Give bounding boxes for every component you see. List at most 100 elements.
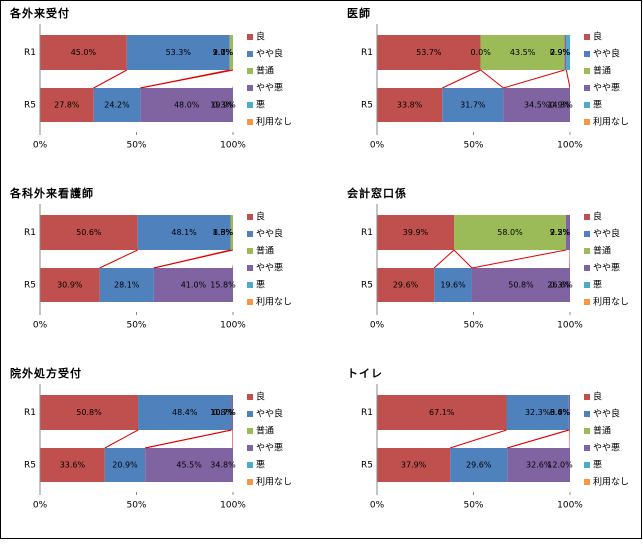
legend-swatch — [584, 85, 590, 91]
legend-label: やや良 — [593, 48, 620, 60]
legend-label: やや悪 — [593, 443, 620, 454]
bar-segment — [377, 215, 455, 250]
data-label: 34.5% — [524, 101, 550, 110]
bar-segment — [153, 268, 233, 302]
x-tick-label: 100% — [220, 501, 246, 511]
x-tick-label: 50% — [126, 321, 146, 331]
bar-segment — [40, 268, 100, 302]
legend-swatch — [584, 102, 590, 108]
legend-swatch — [584, 265, 590, 271]
chart-title: 各科外来看護師 — [9, 186, 94, 200]
data-label: 29.6% — [466, 461, 492, 470]
legend-label: やや良 — [593, 408, 620, 420]
plot — [377, 395, 570, 482]
legend-swatch — [247, 479, 253, 485]
data-label: 0.9% — [550, 101, 571, 110]
legend-swatch — [247, 394, 253, 400]
series-line — [433, 249, 455, 269]
x-tick-label: 0% — [370, 501, 385, 511]
data-label: 30.9% — [57, 281, 83, 290]
bar-segment — [126, 35, 230, 70]
data-label: 3.4% — [550, 408, 571, 417]
legend-swatch — [247, 51, 253, 57]
series-line — [453, 249, 473, 269]
legend-swatch — [584, 411, 590, 417]
legend-label: やや良 — [256, 408, 283, 420]
series-line — [507, 429, 569, 449]
data-label: 53.3% — [166, 48, 192, 57]
legend-label: 良 — [256, 31, 265, 43]
legend-swatch — [247, 445, 253, 451]
x-tick-label: 50% — [463, 501, 483, 511]
data-label: 7.9% — [550, 48, 571, 57]
y-tick-label: R1 — [24, 48, 36, 58]
legend-label: 良 — [593, 391, 602, 403]
bar-segment — [145, 448, 233, 482]
x-tick-label: 0% — [370, 321, 385, 331]
y-tick-label: R1 — [24, 408, 36, 418]
bar-segment — [566, 35, 570, 70]
data-label: 31.7% — [460, 101, 486, 110]
x-tick-label: 100% — [220, 141, 246, 151]
legend-label: 悪 — [256, 100, 265, 111]
data-label: 41.0% — [181, 281, 207, 290]
legend-label: 良 — [593, 31, 602, 43]
y-tick-label: R5 — [361, 281, 373, 291]
data-label: 19.6% — [440, 281, 466, 290]
legend-swatch — [584, 231, 590, 237]
bar-segment — [229, 35, 233, 70]
legend-label: 利用なし — [593, 476, 629, 488]
series-line — [480, 69, 504, 89]
bar-segment — [93, 88, 141, 122]
legend-swatch — [247, 214, 253, 220]
y-tick-label: R1 — [361, 408, 373, 418]
data-label: 28.1% — [114, 281, 140, 290]
data-label: 0.3% — [213, 101, 234, 110]
legend-swatch — [584, 428, 590, 434]
legend-label: やや悪 — [256, 263, 283, 274]
data-label: 20.9% — [112, 461, 138, 470]
data-label: 2.9% — [550, 48, 571, 57]
plot — [40, 215, 233, 302]
data-label: 53.7% — [416, 48, 442, 57]
legend-swatch — [584, 394, 590, 400]
data-label: 14.3% — [547, 101, 573, 110]
data-label: 50.8% — [508, 281, 534, 290]
data-label: 9.0% — [213, 48, 234, 57]
legend-label: 悪 — [256, 460, 265, 471]
data-label: 6.0% — [550, 408, 571, 417]
data-label: 10.7% — [210, 408, 236, 417]
legend-label: やや悪 — [593, 263, 620, 274]
data-label: 39.9% — [403, 228, 429, 237]
data-label: 33.8% — [397, 101, 423, 110]
legend-swatch — [247, 85, 253, 91]
bar-segment — [471, 268, 570, 302]
bar-segment — [434, 268, 472, 302]
legend-label: 悪 — [593, 460, 602, 471]
legend-swatch — [584, 462, 590, 468]
data-label: 2.2% — [550, 228, 571, 237]
legend-label: 利用なし — [593, 296, 629, 308]
bar-segment — [377, 395, 507, 430]
y-tick-label: R1 — [361, 48, 373, 58]
x-tick-label: 100% — [557, 501, 583, 511]
legend-label: 普通 — [593, 245, 611, 257]
y-tick-label: R1 — [24, 228, 36, 238]
data-label: 34.8% — [210, 461, 236, 470]
series-line — [565, 69, 570, 89]
data-label: 48.1% — [171, 228, 197, 237]
series-line — [104, 429, 139, 449]
bar-segment — [568, 395, 570, 430]
data-label: 1.3% — [213, 228, 234, 237]
x-tick-label: 0% — [33, 501, 48, 511]
legend-label: 普通 — [256, 245, 274, 257]
legend-swatch — [247, 265, 253, 271]
data-label: 48.4% — [172, 408, 198, 417]
bar-segment — [40, 88, 94, 122]
plot — [377, 35, 570, 122]
legend-label: やや悪 — [256, 83, 283, 94]
x-tick-label: 100% — [220, 321, 246, 331]
series-line — [99, 249, 138, 269]
chart-title: 各外来受付 — [9, 6, 70, 20]
bar-segment — [140, 88, 233, 122]
